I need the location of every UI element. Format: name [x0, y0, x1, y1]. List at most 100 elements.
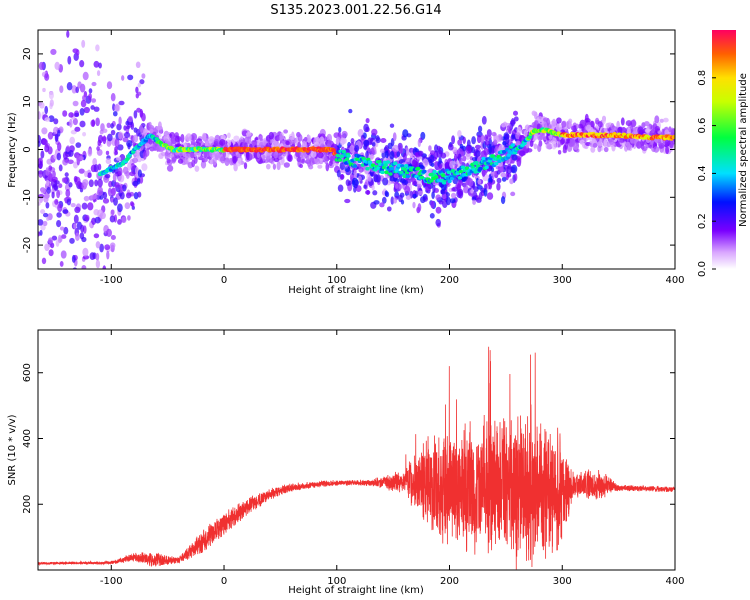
spectrogram-cell: [220, 134, 226, 140]
spectrogram-cell: [109, 215, 116, 223]
x-tick-label: 0: [221, 275, 227, 286]
spectrogram-cell: [39, 229, 43, 236]
spectrogram-cell: [118, 116, 122, 126]
spectrogram-cell: [135, 61, 141, 69]
spectrogram-cell: [484, 183, 488, 190]
spectrogram-cell: [110, 93, 116, 102]
y-tick-label: 200: [22, 495, 33, 514]
spectrogram-cell: [386, 206, 392, 212]
spectrogram-cell: [337, 184, 344, 192]
spectrogram-cell: [38, 134, 41, 144]
spectrogram-cell: [132, 134, 139, 143]
spectrogram-cell: [447, 143, 454, 151]
x-tick-label: 0: [221, 576, 227, 587]
spectrogram-cell: [380, 137, 387, 144]
spectrogram-cell: [453, 153, 458, 162]
spectrogram-cell: [474, 144, 481, 150]
spectrogram-cell: [328, 160, 333, 167]
spectrogram-cell: [114, 138, 120, 148]
spectrogram-ridge-cell: [432, 169, 437, 174]
spectrogram-cell: [106, 122, 111, 128]
spectrogram-cell: [247, 135, 252, 145]
spectrogram-cell: [116, 123, 122, 131]
spectrogram-cell: [425, 183, 432, 192]
spectrogram-cell: [77, 81, 82, 89]
spectrogram-cell: [71, 254, 76, 263]
spectrogram-cell: [402, 129, 409, 138]
spectrogram-cell: [283, 162, 290, 168]
spectrogram-cell: [78, 168, 85, 174]
spectrogram-cell: [412, 201, 416, 209]
spectrogram-cell: [349, 144, 355, 154]
spectrogram-cell: [87, 148, 93, 157]
y-tick-label: -20: [22, 237, 33, 253]
spectrogram-cell: [58, 21, 63, 25]
spectrogram-cell: [625, 120, 633, 127]
spectrogram-cell: [371, 128, 378, 136]
spectrogram-cell: [471, 146, 476, 154]
spectrogram-cell: [404, 185, 411, 194]
spectrogram-cell: [93, 233, 100, 239]
spectrogram-cell: [109, 242, 116, 249]
spectrogram-cell: [81, 39, 86, 48]
spectrogram-cell: [48, 282, 53, 287]
spectrogram-cell: [227, 132, 231, 139]
spectrogram-cell: [358, 167, 364, 173]
spectrogram-cell: [402, 152, 407, 161]
spectrogram-ridge-cell: [506, 153, 511, 157]
y-tick-label: -10: [22, 189, 33, 205]
spectrogram-cell: [661, 128, 665, 137]
spectrogram-cell: [95, 259, 101, 269]
spectrogram-cell: [83, 195, 90, 202]
spectrogram-cell: [400, 178, 406, 184]
spectrogram-cell: [486, 192, 494, 200]
spectrogram-cell: [330, 155, 334, 162]
spectrogram-cell: [122, 166, 129, 175]
spectrogram-cell: [54, 180, 60, 185]
spectrogram-cell: [110, 129, 116, 136]
spectrogram-cell: [84, 214, 90, 222]
spectrogram-cell: [51, 191, 55, 199]
spectrogram-cell: [663, 117, 669, 123]
spectrogram-ridge-cell: [346, 154, 351, 158]
spectrogram-cell: [82, 179, 89, 187]
spectrogram-cell: [459, 143, 464, 149]
spectrogram-cell: [220, 156, 226, 164]
spectrogram-cell: [133, 192, 139, 200]
spectrogram-cell: [79, 120, 86, 128]
spectrogram-cell: [185, 133, 192, 142]
spectrogram-cell: [491, 131, 497, 137]
spectrogram-cell: [107, 311, 112, 319]
x-tick-label: 100: [327, 576, 346, 587]
spectrogram-cell: [41, 127, 48, 135]
spectrogram-cell: [533, 143, 538, 150]
spectrogram-cell: [166, 164, 174, 172]
spectrogram-cell: [641, 146, 648, 152]
spectrogram-cell: [505, 136, 510, 145]
spectrogram-cell: [562, 149, 568, 154]
spectrogram-cell: [274, 135, 281, 142]
spectrogram-cell: [44, 73, 50, 81]
spectrogram-cell: [49, 99, 54, 107]
spectrogram-cell: [224, 157, 230, 167]
spectrogram-cell: [609, 138, 614, 145]
spectrogram-cell: [578, 123, 584, 129]
spectrogram-cell: [97, 178, 103, 188]
spectrogram-ridge-cell: [331, 148, 336, 152]
spectrogram-ridge-cell: [527, 135, 533, 139]
spectrogram-cell: [340, 174, 344, 179]
spectrogram-marks: [38, 21, 675, 319]
spectrogram-cell: [451, 135, 456, 145]
snr-ticks: -100 0 100 200 300 400 200 400 600: [22, 330, 685, 587]
spectrogram-cell: [496, 182, 501, 191]
spectrogram-cell: [119, 187, 124, 194]
spectrogram-cell: [133, 153, 140, 159]
spectrogram-cell: [457, 179, 463, 185]
spectrogram-cell: [121, 216, 127, 224]
spectrogram-cell: [617, 127, 623, 134]
spectrogram-cell: [251, 141, 256, 146]
spectrogram-cell: [87, 202, 94, 211]
spectrogram-cell: [363, 184, 367, 189]
spectrogram-ridge-cell: [458, 169, 463, 174]
spectrogram-cell: [506, 173, 512, 178]
